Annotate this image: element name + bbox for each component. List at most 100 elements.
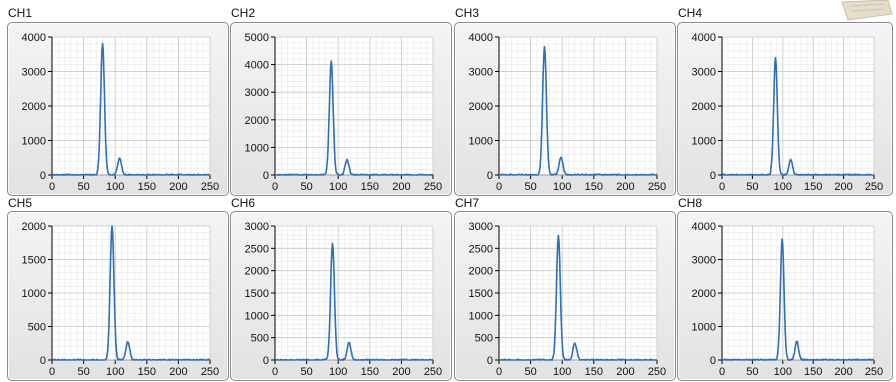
- x-tick-label: 50: [524, 366, 536, 378]
- plot-area: [275, 37, 433, 175]
- y-tick-label: 2500: [245, 243, 269, 255]
- y-tick-label: 2000: [245, 115, 269, 127]
- y-tick-label: 2000: [245, 266, 269, 278]
- channel-label-ch2: CH2: [231, 6, 256, 20]
- y-tick-label: 2500: [469, 243, 493, 255]
- y-tick-label: 3000: [469, 221, 493, 233]
- graph-svg: 0 50 100 150 200 250 0 1000 2000 3000 4000 5000: [245, 32, 443, 193]
- x-tick-label: 50: [300, 366, 312, 378]
- y-tick-label: 0: [40, 170, 46, 182]
- channel-label-ch6: CH6: [231, 196, 256, 210]
- y-tick-label: 0: [487, 355, 493, 367]
- x-tick-label: 250: [424, 366, 442, 378]
- x-tick-label: 200: [169, 366, 187, 378]
- waveform-trace: [498, 234, 658, 361]
- y-tick-label: 5000: [245, 32, 269, 44]
- y-tick-label: 2000: [469, 101, 493, 113]
- x-tick-label: 250: [648, 366, 666, 378]
- y-tick-label: 500: [475, 333, 493, 345]
- y-tick-label: 0: [487, 170, 493, 182]
- y-tick-label: 3000: [245, 87, 269, 99]
- decorative-label-image: [841, 0, 893, 21]
- channel-label-ch5: CH5: [8, 196, 33, 210]
- x-tick-label: 200: [392, 366, 410, 378]
- x-tick-label: 150: [138, 366, 156, 378]
- x-tick-label: 100: [106, 366, 124, 378]
- x-tick-label: 0: [496, 181, 502, 193]
- x-tick-label: 100: [329, 181, 347, 193]
- y-tick-label: 500: [28, 322, 46, 334]
- waveform-trace: [274, 242, 434, 361]
- y-tick-label: 0: [263, 355, 269, 367]
- y-tick-label: 1500: [245, 288, 269, 300]
- x-tick-label: 100: [106, 181, 124, 193]
- waveform-graph-ch6[interactable]: 0 50 100 150 200 250 0 500 1000 1500 2000 2500 3000: [230, 211, 452, 381]
- x-tick-label: 200: [616, 366, 634, 378]
- x-tick-label: 100: [553, 181, 571, 193]
- waveform-trace: [721, 238, 875, 361]
- y-tick-label: 2000: [692, 288, 716, 300]
- x-tick-label: 50: [300, 181, 312, 193]
- x-tick-label: 0: [272, 181, 278, 193]
- channel-label-ch3: CH3: [455, 6, 480, 20]
- waveform-graph-ch7[interactable]: 0 50 100 150 200 250 0 500 1000 1500 2000 2500 3000: [454, 211, 676, 381]
- x-tick-label: 50: [77, 181, 89, 193]
- waveform-graph-ch2[interactable]: 0 50 100 150 200 250 0 1000 2000 3000 4000 5000: [230, 22, 452, 196]
- x-tick-label: 150: [804, 181, 822, 193]
- y-tick-label: 2000: [22, 221, 46, 233]
- x-tick-label: 150: [361, 181, 379, 193]
- y-tick-label: 3000: [692, 67, 716, 79]
- waveform-trace: [274, 60, 434, 176]
- x-tick-label: 250: [865, 366, 883, 378]
- x-tick-label: 50: [77, 366, 89, 378]
- x-tick-label: 200: [392, 181, 410, 193]
- x-tick-label: 150: [585, 181, 603, 193]
- x-tick-label: 0: [272, 366, 278, 378]
- y-tick-label: 4000: [469, 32, 493, 44]
- x-tick-label: 0: [719, 181, 725, 193]
- graph-svg: 0 50 100 150 200 250 0 1000 2000 3000 4000: [469, 32, 667, 193]
- waveform-trace: [721, 56, 875, 176]
- y-tick-label: 4000: [22, 32, 46, 44]
- waveform-graph-ch3[interactable]: 0 50 100 150 200 250 0 1000 2000 3000 4000: [454, 22, 676, 196]
- y-tick-label: 1500: [22, 255, 46, 267]
- graph-svg: 0 50 100 150 200 250 0 1000 2000 3000 4000: [692, 32, 884, 193]
- x-tick-label: 150: [585, 366, 603, 378]
- x-tick-label: 250: [865, 181, 883, 193]
- y-tick-label: 1000: [245, 310, 269, 322]
- x-tick-label: 200: [834, 366, 852, 378]
- x-tick-label: 50: [746, 181, 758, 193]
- y-tick-label: 1000: [22, 288, 46, 300]
- graph-svg: 0 50 100 150 200 250 0 500 1000 1500 2000: [22, 221, 220, 378]
- y-tick-label: 3000: [245, 221, 269, 233]
- x-tick-label: 100: [553, 366, 571, 378]
- y-tick-label: 2000: [469, 266, 493, 278]
- y-tick-label: 1500: [469, 288, 493, 300]
- x-tick-label: 150: [138, 181, 156, 193]
- x-tick-label: 0: [496, 366, 502, 378]
- y-tick-label: 0: [40, 355, 46, 367]
- y-tick-label: 0: [263, 170, 269, 182]
- x-tick-label: 100: [774, 181, 792, 193]
- channel-label-ch1: CH1: [8, 6, 33, 20]
- x-tick-label: 150: [804, 366, 822, 378]
- x-tick-label: 200: [616, 181, 634, 193]
- channel-label-ch4: CH4: [678, 6, 703, 20]
- x-tick-label: 150: [361, 366, 379, 378]
- y-tick-label: 1000: [469, 136, 493, 148]
- waveform-trace: [51, 225, 211, 361]
- y-tick-label: 0: [710, 170, 716, 182]
- y-tick-label: 4000: [692, 221, 716, 233]
- x-tick-label: 200: [169, 181, 187, 193]
- waveform-graph-ch5[interactable]: 0 50 100 150 200 250 0 500 1000 1500 2000: [7, 211, 229, 381]
- x-tick-label: 0: [49, 181, 55, 193]
- waveform-graph-ch8[interactable]: 0 50 100 150 200 250 0 1000 2000 3000 4000: [677, 211, 893, 381]
- waveform-graph-ch1[interactable]: 0 50 100 150 200 250 0 1000 2000 3000 4000: [7, 22, 229, 196]
- x-tick-label: 50: [524, 181, 536, 193]
- y-tick-label: 3000: [692, 255, 716, 267]
- x-tick-label: 0: [719, 366, 725, 378]
- x-tick-label: 250: [201, 181, 219, 193]
- waveform-graph-ch4[interactable]: 0 50 100 150 200 250 0 1000 2000 3000 4000: [677, 22, 893, 196]
